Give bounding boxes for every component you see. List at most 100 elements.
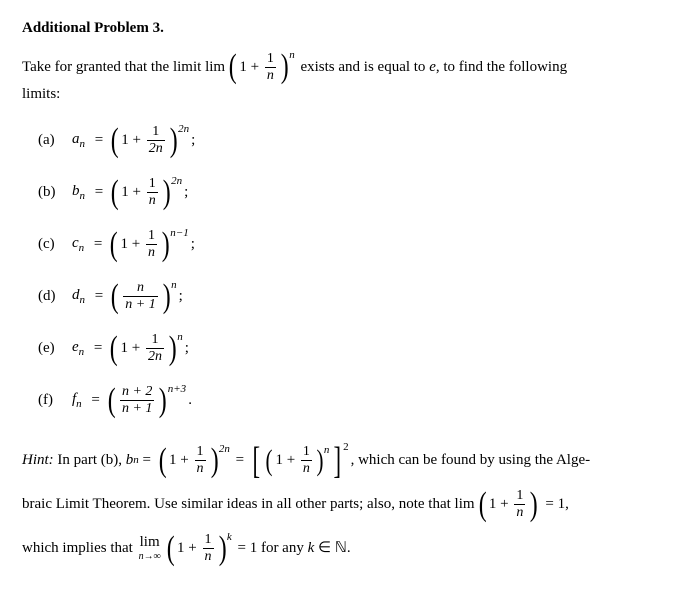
seq-letter: e	[72, 339, 79, 355]
fraction-num: 1	[195, 445, 206, 460]
problem-title: Additional Problem 3.	[22, 18, 660, 38]
seq-letter: b	[126, 450, 134, 470]
period: .	[347, 538, 351, 558]
inner-paren-group: ( 1 + 1 n ) n	[264, 445, 329, 476]
items-list: (a) an = ( 1 + 1 2n ) 2n ; (b) bn =	[38, 119, 660, 423]
seq-letter: d	[72, 287, 80, 303]
exponent: k	[227, 530, 232, 545]
item-label: (d)	[38, 286, 72, 306]
seq-sub: n	[79, 346, 85, 358]
nat-symbol: ℕ	[335, 538, 347, 558]
item-label: (f)	[38, 390, 72, 410]
seq-sub: n	[76, 398, 82, 410]
fraction-den: n	[146, 244, 157, 260]
item-d: (d) dn = ( n n + 1 ) n ;	[38, 275, 660, 319]
lim-word: lim	[205, 57, 225, 77]
equals: =	[90, 234, 106, 254]
paren-group: ( 1 + 1 n )	[477, 488, 540, 522]
hint-l2-after: = 1,	[542, 494, 569, 514]
equals: =	[91, 182, 107, 202]
exponent: 2n	[219, 442, 230, 457]
intro-after: exists and is equal to	[297, 57, 429, 77]
item-f: (f) fn = ( n + 2 n + 1 ) n+3 .	[38, 379, 660, 423]
hint-line-2: braic Limit Theorem. Use similar ideas i…	[22, 485, 660, 525]
paren-group: ( 1 + 1 2n ) 2n	[109, 124, 189, 158]
item-tail: ;	[179, 286, 183, 306]
equals: =	[139, 450, 155, 470]
exponent: 2	[343, 440, 349, 455]
hint-after1: , which can be found by using the Alge-	[351, 450, 591, 470]
item-tail: ;	[191, 130, 195, 150]
lim-sub: n→∞	[139, 552, 161, 562]
fraction-den: 2n	[147, 140, 165, 156]
k-symbol: k	[308, 538, 315, 558]
one: 1	[489, 494, 497, 514]
fraction-num: n	[135, 281, 146, 296]
intro-text-before: Take for granted that the limit	[22, 57, 205, 77]
exponent: n+3	[168, 382, 186, 397]
fraction-den: n	[265, 67, 276, 83]
one: 1	[121, 182, 129, 202]
seq-sub: n	[79, 242, 85, 254]
item-label: (c)	[38, 234, 72, 254]
paren-group: ( 1 + 1 n ) 2n	[157, 444, 230, 478]
equals: =	[91, 286, 107, 306]
hint-line-3: which implies that lim n→∞ ( 1 + 1 n ) k…	[22, 529, 660, 569]
fraction-num: 1	[146, 229, 157, 244]
lim-word: lim	[140, 535, 160, 550]
fraction-den: n	[147, 192, 158, 208]
equals: =	[232, 450, 248, 470]
intro-line-1: Take for granted that the limit lim ( 1 …	[22, 50, 660, 84]
seq-letter: a	[72, 131, 80, 147]
item-tail: ;	[185, 338, 189, 358]
item-tail: ;	[184, 182, 188, 202]
right-paren: )	[281, 50, 289, 84]
fraction-num: 1	[514, 489, 525, 504]
exponent: n	[171, 278, 177, 293]
hint-line2a: braic Limit Theorem. Use similar ideas i…	[22, 494, 455, 514]
fraction-num: 1	[150, 125, 161, 140]
item-c: (c) cn = ( 1 + 1 n ) n−1 ;	[38, 223, 660, 267]
equals: =	[91, 130, 107, 150]
fraction-num: 1	[203, 533, 214, 548]
one: 1	[120, 338, 128, 358]
item-e: (e) en = ( 1 + 1 2n ) n ;	[38, 327, 660, 371]
fraction-den: n + 1	[120, 400, 154, 416]
fraction-num: 1	[149, 333, 160, 348]
equals: =	[90, 338, 106, 358]
equals: =	[88, 390, 104, 410]
fraction-den: n	[301, 460, 312, 476]
plus-sign: +	[247, 57, 263, 77]
fraction-num: n + 2	[120, 385, 154, 400]
intro-paren-group: ( 1 + 1 n ) n	[227, 50, 295, 84]
item-a: (a) an = ( 1 + 1 2n ) 2n ;	[38, 119, 660, 163]
exponent: n−1	[170, 226, 188, 241]
paren-group: ( n n + 1 ) n	[109, 280, 177, 314]
one: 1	[177, 538, 185, 558]
e-symbol: e	[429, 57, 436, 77]
one: 1	[275, 450, 283, 470]
left-paren: (	[229, 50, 237, 84]
exponent: n	[324, 443, 330, 458]
exponent: 2n	[171, 174, 182, 189]
paren-group: ( 1 + 1 n ) k	[165, 532, 232, 566]
exponent: n	[289, 48, 295, 63]
hint-label: Hint:	[22, 450, 54, 470]
one: 1	[121, 130, 129, 150]
fraction-den: n + 1	[123, 296, 157, 312]
paren-group: ( 1 + 1 n ) n−1	[108, 228, 189, 262]
fraction-den: 2n	[146, 348, 164, 364]
seq-sub: n	[80, 294, 86, 306]
exponent: 2n	[178, 122, 189, 137]
bracket-group: [ ( 1 + 1 n ) n ] 2	[250, 442, 349, 480]
item-tail: ;	[191, 234, 195, 254]
lim-word: lim	[455, 494, 475, 514]
fraction-num: 1	[301, 445, 312, 460]
exponent: n	[177, 330, 183, 345]
seq-letter: b	[72, 183, 80, 199]
fraction: 1 n	[265, 52, 276, 83]
item-label: (a)	[38, 130, 72, 150]
seq-sub: n	[80, 138, 86, 150]
fraction-den: n	[514, 504, 525, 520]
hint-line-1: Hint: In part (b), bn = ( 1 + 1 n ) 2n =…	[22, 441, 660, 481]
